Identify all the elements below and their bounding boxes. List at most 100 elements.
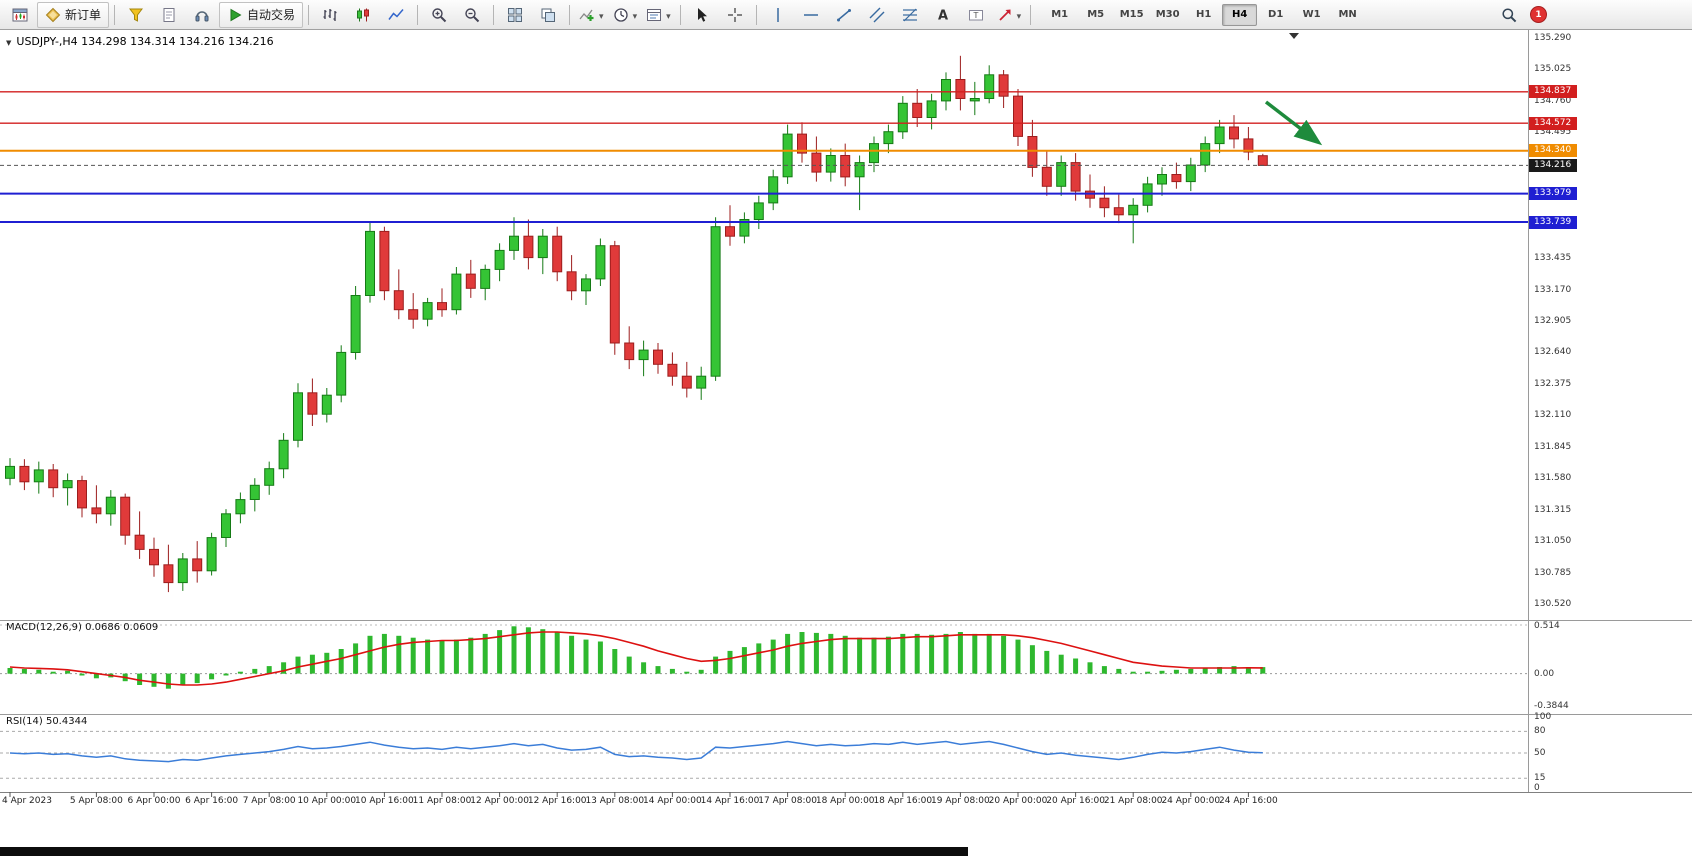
- timeframe-d1[interactable]: D1: [1268, 9, 1284, 20]
- price-axis-label: 133.435: [1534, 253, 1572, 264]
- time-axis-label: 20 Apr 16:00: [1046, 796, 1105, 806]
- price-axis-label: 134.760: [1534, 95, 1572, 106]
- arrange-icon: [540, 7, 556, 23]
- candles-icon: [355, 7, 371, 23]
- templates-button[interactable]: [642, 2, 675, 28]
- chart-window-icon: [12, 7, 28, 23]
- price-axis-label: 135.025: [1534, 64, 1572, 75]
- rsi-line: [9, 740, 1263, 763]
- candle-chart-button[interactable]: [347, 2, 379, 28]
- crosshair-button[interactable]: [719, 2, 751, 28]
- price-badge-134.340: 134.340: [1529, 144, 1577, 158]
- new-chart-button[interactable]: [4, 2, 36, 28]
- time-axis-label: 17 Apr 08:00: [758, 796, 817, 806]
- time-axis-label: 21 Apr 08:00: [1103, 796, 1163, 806]
- document-icon: [161, 7, 177, 23]
- macd-signal-line: [9, 631, 1263, 686]
- timeframe-m5[interactable]: M5: [1087, 9, 1105, 20]
- timeframe-h1[interactable]: H1: [1195, 9, 1212, 20]
- toolbar-separator: [679, 4, 681, 25]
- toolbar-separator: [114, 4, 116, 25]
- price-axis-label: 135.290: [1534, 33, 1572, 43]
- time-axis-label: 13 Apr 08:00: [585, 796, 645, 806]
- price-badge-133.739: 133.739: [1529, 215, 1577, 229]
- tile-windows-button[interactable]: [499, 2, 531, 28]
- text-button[interactable]: A: [927, 2, 959, 28]
- chart-shift-marker-icon[interactable]: [1289, 33, 1299, 39]
- price-badge-134.837: 134.837: [1529, 85, 1577, 99]
- line-chart-button[interactable]: [380, 2, 412, 28]
- autotrade-button[interactable]: 自动交易: [219, 1, 304, 28]
- text-label-button[interactable]: T: [960, 2, 992, 28]
- new-order-button[interactable]: 新订单: [37, 1, 110, 28]
- horizontal-line-button[interactable]: [795, 2, 827, 28]
- rsi-axis-label: 15: [1534, 773, 1546, 784]
- price-axis-label: 131.050: [1534, 536, 1572, 547]
- time-axis-label: 24 Apr 16:00: [1219, 796, 1278, 806]
- fibonacci-button[interactable]: [894, 2, 926, 28]
- toolbar-separator: [417, 4, 419, 25]
- text-icon: A: [935, 7, 951, 23]
- search-button[interactable]: [1493, 2, 1525, 28]
- metaeditor-button[interactable]: [120, 2, 152, 28]
- auto-arrange-button[interactable]: [532, 2, 564, 28]
- rsi-axis-label: 50: [1534, 748, 1546, 758]
- time-axis-label: 14 Apr 16:00: [700, 796, 760, 806]
- timeframe-group: M1 M5 M15 M30 H1 H4 D1 W1 MN: [1042, 3, 1365, 26]
- price-badge-134.216: 134.216: [1529, 158, 1577, 172]
- chart-title: USDJPY-,H4 134.298 134.314 134.216 134.2…: [16, 35, 274, 48]
- zoom-out-button[interactable]: [456, 2, 488, 28]
- price-axis-label: 130.785: [1534, 567, 1572, 578]
- vertical-line-button[interactable]: [762, 2, 794, 28]
- macd-axis-label: 0.514: [1534, 621, 1560, 631]
- periods-button[interactable]: [609, 2, 642, 28]
- cursor-button[interactable]: [686, 2, 718, 28]
- arrows-icon: [997, 7, 1013, 23]
- price-axis-label: 132.375: [1534, 378, 1572, 389]
- new-order-label: 新订单: [65, 8, 102, 22]
- price-axis-label: 132.110: [1534, 410, 1572, 421]
- timeframe-m1[interactable]: M1: [1051, 9, 1069, 20]
- macd-histogram: [7, 626, 1266, 689]
- fibo-icon: [902, 7, 918, 23]
- toolbar-separator: [1030, 4, 1032, 25]
- hline-icon: [803, 7, 819, 23]
- indicators-icon: [579, 7, 595, 23]
- price-badge-134.572: 134.572: [1529, 116, 1577, 130]
- timeframe-m15[interactable]: M15: [1119, 9, 1144, 20]
- bars-icon: [322, 7, 338, 23]
- zoom-in-button[interactable]: [423, 2, 455, 28]
- notification-badge[interactable]: 1: [1530, 6, 1547, 23]
- line-icon: [388, 7, 404, 23]
- trendline-button[interactable]: [828, 2, 860, 28]
- toolbar-separator: [569, 4, 571, 25]
- dropdown-caret-icon[interactable]: [633, 8, 638, 22]
- arrows-button[interactable]: [993, 2, 1026, 28]
- market-watch-button[interactable]: [153, 2, 185, 28]
- timeframe-mn[interactable]: MN: [1338, 9, 1357, 20]
- funnel-icon: [128, 7, 144, 23]
- timeframe-h4[interactable]: H4: [1222, 3, 1258, 26]
- trendline-icon: [836, 7, 852, 23]
- dropdown-caret-icon[interactable]: [599, 8, 604, 22]
- timeframe-m30[interactable]: M30: [1155, 9, 1180, 20]
- trend-arrow-annotation[interactable]: [1264, 100, 1323, 146]
- price-axis-label: 133.170: [1534, 284, 1572, 295]
- equidistant-channel-button[interactable]: [861, 2, 893, 28]
- toolbar-separator: [755, 4, 757, 25]
- template-icon: [646, 7, 662, 23]
- channel-icon: [869, 7, 885, 23]
- indicators-button[interactable]: [575, 2, 608, 28]
- time-axis-label: 18 Apr 16:00: [873, 796, 933, 806]
- zoom-in-icon: [431, 7, 447, 23]
- sound-button[interactable]: [186, 2, 218, 28]
- timeframe-w1[interactable]: W1: [1302, 9, 1321, 20]
- quick-trade-toggle-icon[interactable]: [6, 35, 11, 48]
- price-axis-label: 131.845: [1534, 441, 1572, 452]
- bar-chart-button[interactable]: [314, 2, 346, 28]
- price-axis-label: 131.580: [1534, 473, 1572, 484]
- dropdown-caret-icon[interactable]: [666, 8, 671, 22]
- dropdown-caret-icon[interactable]: [1017, 8, 1022, 22]
- time-axis-label: 11 Apr 08:00: [412, 796, 472, 806]
- rsi-axis-label: 100: [1534, 712, 1552, 722]
